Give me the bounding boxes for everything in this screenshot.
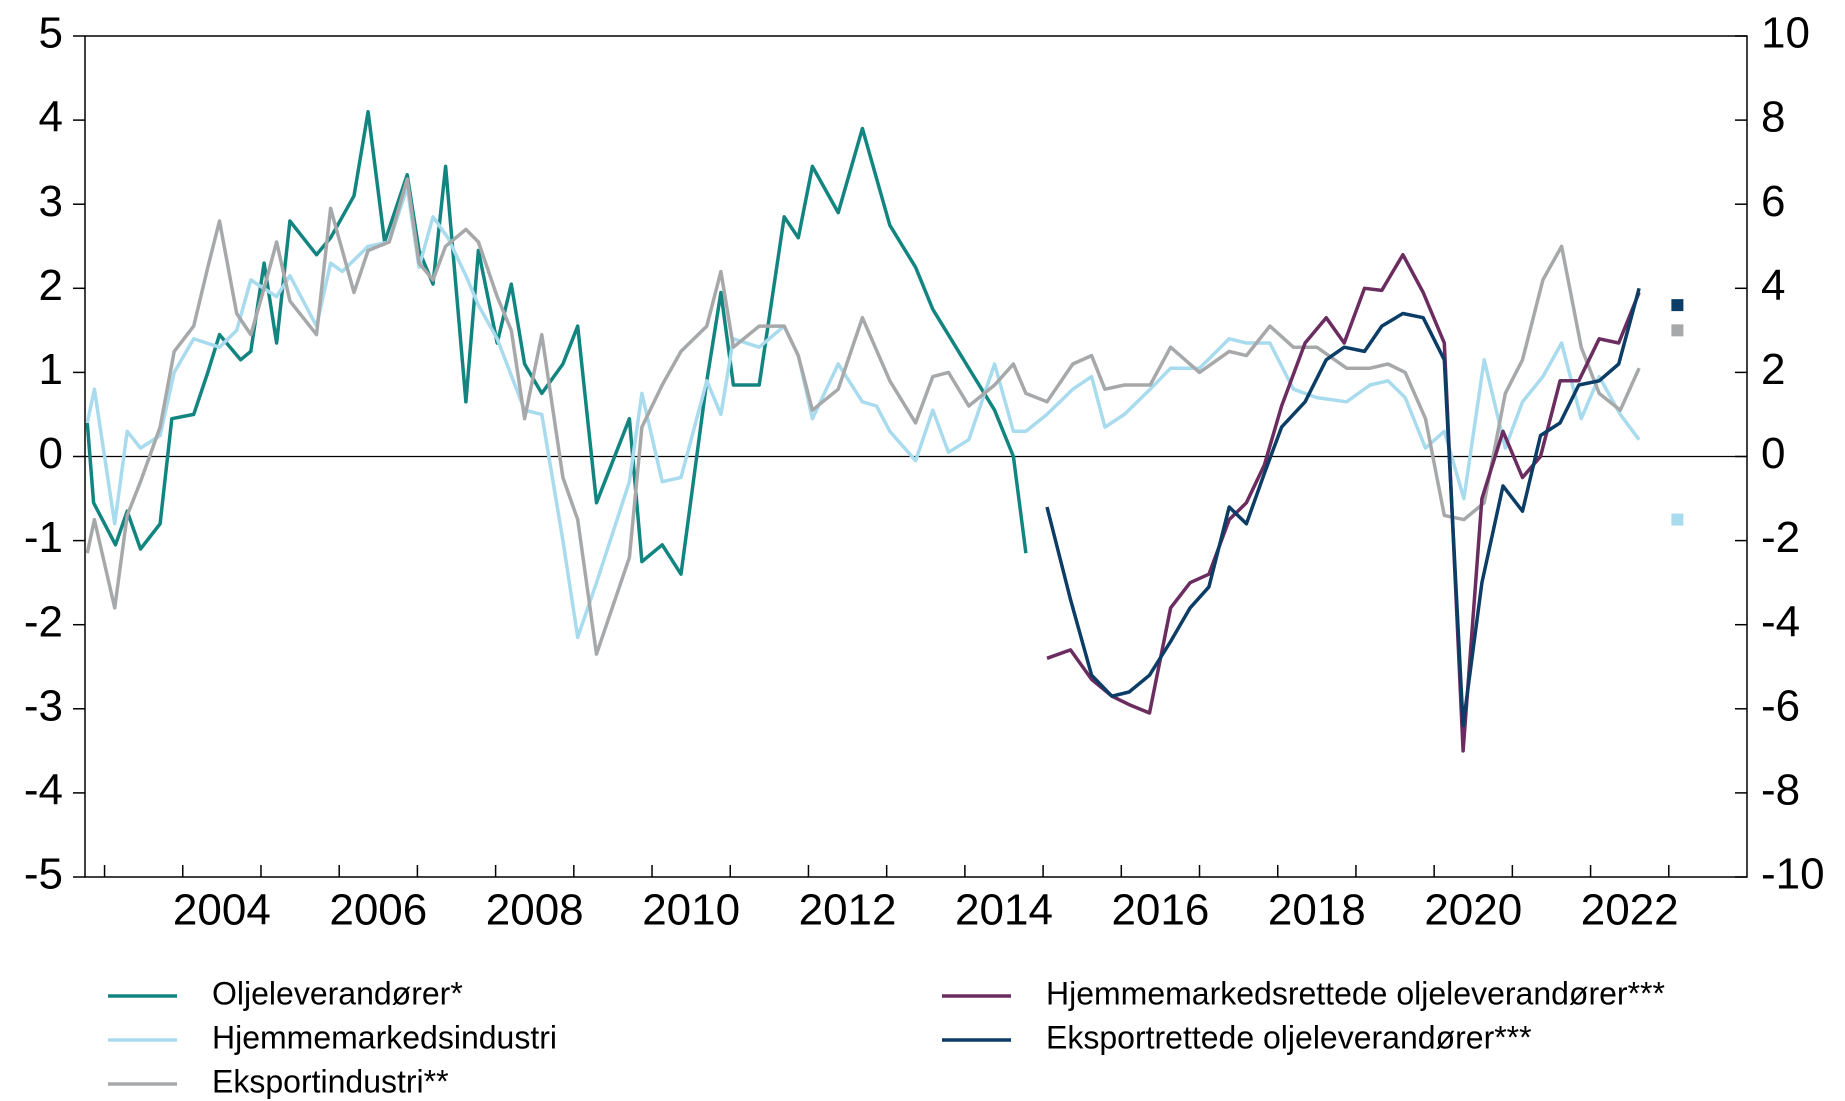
y2-tick-label: 10	[1761, 9, 1810, 58]
legend-label: Eksportindustri**	[212, 1063, 449, 1099]
x-tick-label: 2014	[955, 886, 1053, 935]
legend-label: Eksportrettede oljeleverandører***	[1046, 1019, 1532, 1055]
x-tick-label: 2008	[486, 886, 584, 935]
x-tick-label: 2010	[642, 886, 740, 935]
x-tick-label: 2006	[329, 886, 427, 935]
y-tick-label: 1	[39, 345, 63, 394]
y-tick-label: -3	[24, 681, 63, 730]
point-marker	[1671, 299, 1684, 312]
y-tick-label: -1	[24, 513, 63, 562]
series-line	[85, 177, 1641, 656]
y2-tick-label: -6	[1761, 681, 1800, 730]
y-tick-label: -4	[24, 766, 63, 815]
y2-tick-label: -4	[1761, 597, 1800, 646]
legend-label: Oljeleverandører*	[212, 975, 463, 1011]
x-tick-label: 2004	[173, 886, 271, 935]
y-tick-label: 0	[39, 429, 63, 478]
series-line	[1045, 287, 1641, 728]
y2-tick-label: -2	[1761, 513, 1800, 562]
y2-tick-label: 2	[1761, 345, 1785, 394]
y2-tick-label: 4	[1761, 261, 1785, 310]
y2-tick-label: -8	[1761, 766, 1800, 815]
point-marker	[1671, 324, 1684, 337]
point-marker	[1671, 513, 1684, 526]
y2-tick-label: 8	[1761, 93, 1785, 142]
series-line	[85, 185, 1641, 640]
y-tick-label: 5	[39, 9, 63, 58]
y2-tick-label: 0	[1761, 429, 1785, 478]
y-tick-label: 3	[39, 177, 63, 226]
x-tick-label: 2016	[1111, 886, 1209, 935]
legend-label: Hjemmemarkedsindustri	[212, 1019, 557, 1055]
x-tick-label: 2012	[799, 886, 897, 935]
x-tick-label: 2022	[1581, 886, 1679, 935]
y-tick-label: 2	[39, 261, 63, 310]
y-tick-label: 4	[39, 93, 63, 142]
x-tick-label: 2020	[1424, 886, 1522, 935]
series-line	[1046, 252, 1641, 753]
y-tick-label: -5	[24, 850, 63, 899]
x-tick-label: 2018	[1268, 886, 1366, 935]
y-tick-label: -2	[24, 597, 63, 646]
y2-tick-label: -10	[1761, 850, 1825, 899]
legend-label: Hjemmemarkedsrettede oljeleverandører***	[1046, 975, 1665, 1011]
y2-tick-label: 6	[1761, 177, 1785, 226]
